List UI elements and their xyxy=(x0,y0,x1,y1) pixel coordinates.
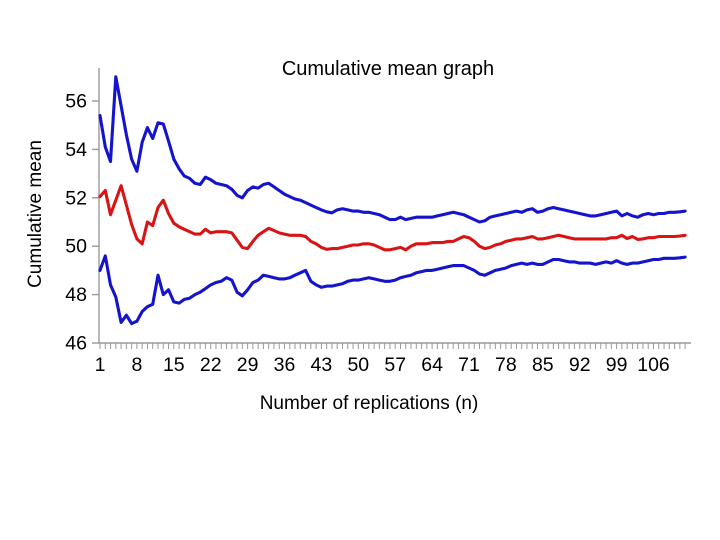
x-tick-label: 78 xyxy=(495,354,517,376)
y-tick-label: 56 xyxy=(65,91,87,113)
x-tick-label: 8 xyxy=(131,354,142,376)
y-axis-title: Cumulative mean xyxy=(25,140,46,288)
x-tick-label: 99 xyxy=(606,354,628,376)
x-tick-label: 85 xyxy=(532,354,554,376)
y-tick-label: 54 xyxy=(65,139,87,161)
y-tick-label: 46 xyxy=(65,333,87,355)
x-tick-label: 57 xyxy=(384,354,406,376)
cumulative-mean-line xyxy=(98,184,687,252)
x-axis-title: Number of replications (n) xyxy=(259,393,479,414)
upper-bound-line xyxy=(98,75,687,224)
x-tick-label: 43 xyxy=(311,354,333,376)
x-tick-label: 92 xyxy=(569,354,591,376)
y-tick-label: 52 xyxy=(65,187,87,209)
x-tick-label: 1 xyxy=(95,354,106,376)
chart-title: Cumulative mean graph xyxy=(281,58,495,80)
x-tick-label: 15 xyxy=(163,354,185,376)
y-tick-label: 50 xyxy=(65,236,87,258)
y-tick-label: 48 xyxy=(65,284,87,306)
x-tick-label: 36 xyxy=(274,354,296,376)
x-tick-label: 106 xyxy=(637,354,670,376)
lower-bound-line xyxy=(98,254,687,326)
x-tick-label: 29 xyxy=(237,354,259,376)
x-tick-label: 64 xyxy=(421,354,443,376)
x-tick-label: 50 xyxy=(347,354,369,376)
x-tick-label: 22 xyxy=(200,354,222,376)
x-tick-label: 71 xyxy=(458,354,480,376)
